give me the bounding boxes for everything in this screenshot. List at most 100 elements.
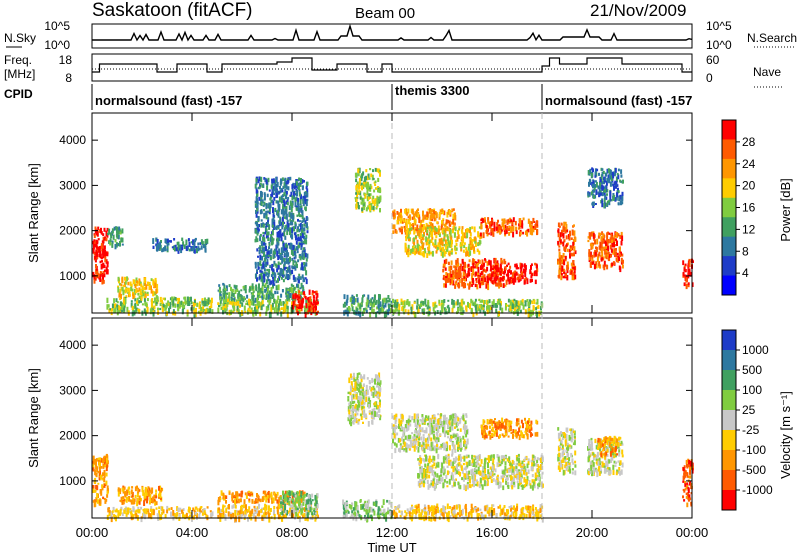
data-cell [139, 499, 142, 502]
data-cell [282, 199, 285, 203]
data-cell [222, 282, 225, 286]
data-cell [284, 249, 287, 252]
data-cell [604, 187, 607, 193]
data-cell [264, 257, 266, 262]
data-cell [366, 181, 369, 186]
data-cell [387, 295, 390, 299]
colorbar-swatch [722, 197, 736, 218]
data-cell [164, 297, 166, 301]
nsky-trace [92, 23, 693, 42]
data-cell [501, 260, 504, 263]
data-cell [272, 178, 275, 184]
data-cell [461, 258, 464, 264]
data-cell [242, 286, 245, 289]
data-cell [190, 296, 192, 302]
data-cell [409, 222, 412, 229]
data-cell [93, 459, 96, 465]
data-cell [363, 205, 366, 211]
data-cell [563, 271, 566, 274]
data-cell [273, 219, 276, 226]
freq-tick-top: 18 [59, 53, 73, 67]
data-cell [283, 274, 286, 277]
data-cell [269, 296, 272, 301]
data-cell [588, 172, 591, 176]
data-cell [611, 262, 614, 267]
data-cell [363, 182, 366, 188]
data-cell [379, 509, 382, 514]
data-cell [300, 207, 303, 213]
data-cell [688, 261, 691, 267]
data-cell [136, 280, 139, 287]
data-cell [383, 508, 386, 514]
data-cell [303, 253, 306, 259]
data-cell [490, 228, 493, 233]
data-cell [450, 221, 453, 225]
data-cell [413, 301, 416, 304]
data-cell [302, 195, 305, 199]
data-cell [284, 503, 287, 509]
data-cell [263, 209, 265, 212]
data-cell [296, 304, 299, 307]
data-cell [441, 220, 443, 225]
data-cell [496, 222, 499, 225]
data-cell [268, 493, 271, 499]
data-cell [104, 464, 106, 468]
data-cell [230, 309, 233, 313]
data-cell [295, 235, 297, 241]
data-cell [367, 500, 370, 507]
data-cell [305, 262, 308, 267]
data-cell [122, 289, 125, 296]
data-cell [311, 514, 314, 518]
data-cell [302, 185, 304, 189]
data-cell [266, 249, 269, 252]
data-cell [130, 495, 133, 498]
data-cell [304, 252, 307, 258]
data-cell [450, 265, 453, 271]
data-cell [133, 294, 136, 299]
nsearch-label: N.Search [747, 31, 797, 45]
data-cell [305, 510, 308, 515]
data-cell [682, 260, 685, 266]
data-cell [593, 195, 596, 199]
data-cell [306, 492, 309, 497]
data-cell [609, 195, 612, 202]
data-cell [405, 236, 408, 242]
data-cell [361, 185, 363, 191]
data-cell [123, 298, 125, 302]
data-cell [432, 213, 435, 219]
data-cell [282, 268, 285, 275]
data-cell [470, 266, 473, 272]
data-cell [499, 230, 502, 235]
nsky-right-tick-top: 10^5 [706, 19, 732, 33]
data-cell [621, 180, 624, 184]
data-cell [446, 277, 449, 283]
data-cell [477, 242, 480, 247]
data-cell [471, 239, 474, 242]
velocity-data-marks [92, 372, 694, 523]
scatter-region [354, 167, 382, 213]
data-cell [97, 457, 100, 461]
data-cell [487, 300, 489, 304]
data-cell [373, 303, 375, 308]
scatter-region [480, 262, 539, 286]
data-cell [472, 278, 474, 284]
data-cell [621, 195, 624, 201]
data-cell [370, 173, 373, 178]
data-cell [143, 294, 146, 299]
data-cell [112, 234, 115, 240]
data-cell [305, 305, 308, 309]
data-cell [285, 200, 288, 205]
data-cell [301, 301, 304, 308]
data-cell [427, 299, 430, 306]
data-cell [298, 516, 301, 523]
data-cell [316, 293, 319, 298]
data-cell [371, 198, 374, 205]
data-cell [259, 269, 262, 273]
data-cell [525, 230, 527, 235]
data-cell [272, 264, 275, 267]
data-cell [105, 259, 108, 264]
data-cell [277, 241, 280, 245]
data-cell [428, 251, 431, 254]
data-cell [422, 242, 425, 245]
data-cell [448, 220, 451, 227]
